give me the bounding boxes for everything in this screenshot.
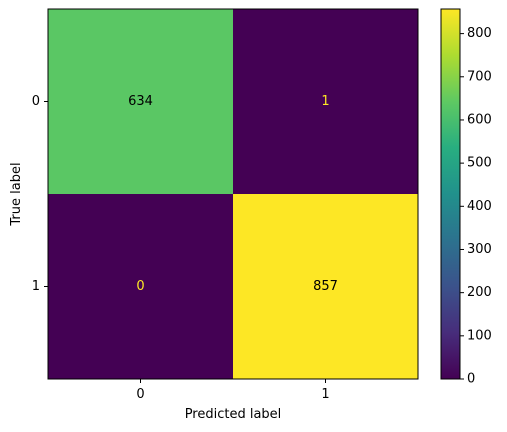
colorbar	[440, 8, 461, 380]
colorbar-tick-label: 100	[467, 328, 492, 343]
cell-value-label: 857	[313, 279, 338, 294]
colorbar-tick-label: 500	[467, 156, 492, 171]
x-tick-label: 0	[136, 387, 144, 402]
matrix-cells: 634 1 0 857	[48, 9, 418, 379]
colorbar-tick-label: 0	[467, 372, 475, 387]
x-axis-label: Predicted label	[185, 407, 282, 422]
colorbar-tick-label: 600	[467, 112, 492, 127]
cell-value-label: 634	[128, 94, 153, 109]
colorbar-tick-label: 400	[467, 199, 492, 214]
colorbar-tick-label: 700	[467, 69, 492, 84]
y-axis-label: True label	[9, 162, 24, 226]
y-tick-label: 0	[32, 94, 40, 109]
y-axis-ticks: 01	[32, 94, 48, 294]
x-tick-label: 1	[321, 387, 329, 402]
colorbar-tick-label: 200	[467, 285, 492, 300]
matrix-cell	[48, 194, 233, 379]
cell-value-label: 0	[136, 279, 144, 294]
matrix-cell	[233, 194, 418, 379]
matrix-cell	[48, 9, 233, 194]
matrix-cell	[233, 9, 418, 194]
matrix-frame	[47, 8, 419, 380]
colorbar-tick-label: 300	[467, 242, 492, 257]
colorbar-tick-label: 800	[467, 26, 492, 41]
cell-value-label: 1	[321, 94, 329, 109]
y-tick-label: 1	[32, 279, 40, 294]
colorbar-ticks: 0 100 200 300 400 500 600 700 800	[460, 26, 492, 387]
